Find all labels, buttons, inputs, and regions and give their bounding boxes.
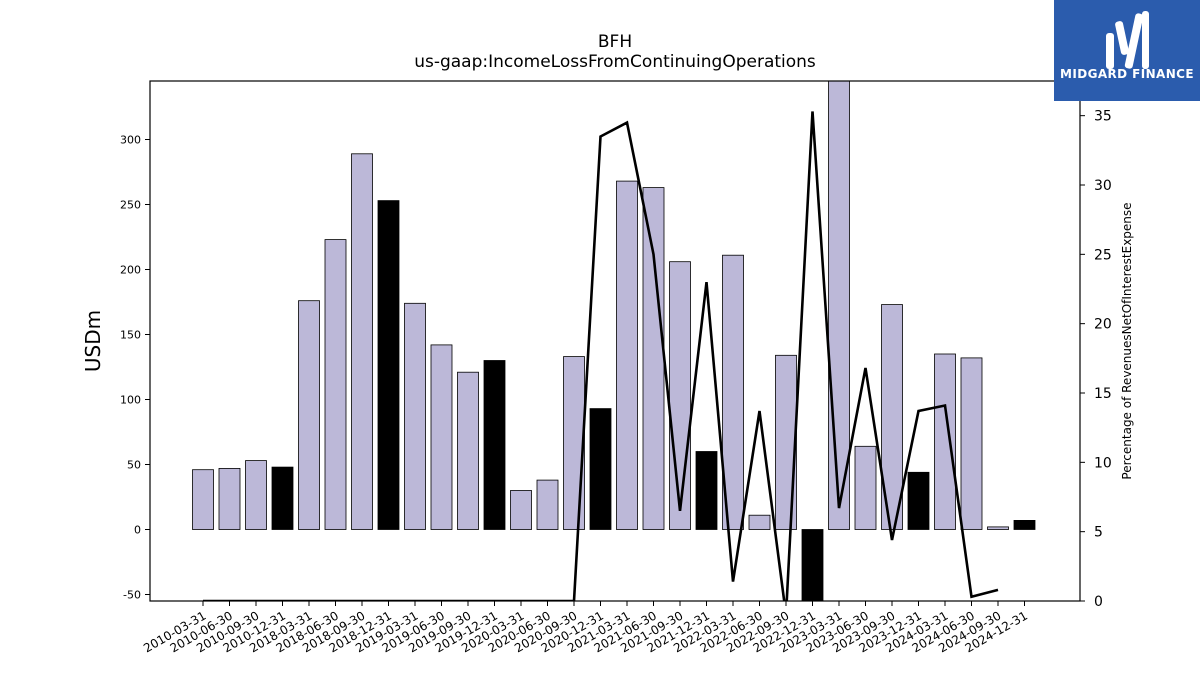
y2-tick-label: 5: [1094, 525, 1103, 541]
y-tick-label: 100: [120, 394, 141, 407]
bar-2022-06-30: [748, 514, 771, 530]
bar-2022-09-30: [775, 354, 797, 530]
y2-tick-label: 30: [1094, 178, 1112, 194]
bar-2020-09-30: [563, 356, 585, 530]
y2-tick-label: 10: [1094, 455, 1112, 471]
plot-frame: [149, 80, 1081, 602]
bar-2020-12-31: [589, 408, 612, 530]
bar-2018-06-30: [324, 239, 347, 530]
bar-2024-06-30: [960, 357, 983, 530]
bar-2010-09-30: [245, 460, 267, 530]
bar-series: [192, 81, 1036, 601]
percentage-line: [203, 111, 999, 601]
bar-2022-12-31: [801, 529, 824, 601]
bar-2024-12-31: [1013, 520, 1036, 530]
y2-tick-label: 0: [1094, 594, 1103, 610]
bar-2019-06-30: [430, 344, 453, 530]
x-axis: 2010-03-312010-06-302010-09-302010-12-31…: [141, 601, 1030, 655]
bar-2024-09-30: [987, 526, 1009, 530]
bar-2021-03-31: [616, 180, 638, 530]
y2-tick-label: 20: [1094, 317, 1112, 333]
bar-2018-12-31: [377, 200, 400, 530]
bar-2023-12-31: [907, 471, 930, 530]
bar-2023-09-30: [881, 304, 903, 530]
midgard-logo-icon: [1106, 11, 1149, 69]
bar-2023-06-30: [854, 445, 877, 530]
bar-2020-03-31: [510, 490, 532, 530]
bar-2010-12-31: [271, 466, 294, 530]
y-tick-label: 300: [120, 134, 141, 147]
logo-text: MIDGARD FINANCE: [1060, 67, 1194, 81]
bar-2022-03-31: [722, 254, 744, 530]
bar-2024-03-31: [934, 353, 956, 530]
y2-tick-label: 35: [1094, 109, 1112, 125]
y2-tick-label: 15: [1094, 386, 1112, 402]
y-tick-label: 50: [127, 459, 141, 472]
bar-2019-12-31: [483, 360, 506, 530]
y-tick-label: 200: [120, 264, 141, 277]
y-tick-label: 250: [120, 199, 141, 212]
y-tick-label: 0: [134, 524, 141, 537]
bar-2018-09-30: [351, 153, 373, 530]
bar-2010-03-31: [192, 469, 214, 530]
bar-2019-03-31: [404, 302, 426, 530]
chart-subtitle: us-gaap:IncomeLossFromContinuingOperatio…: [414, 52, 816, 72]
y-axis-label: USDm: [81, 310, 105, 372]
y2-axis-label: Percentage of RevenuesNetOfInterestExpen…: [1120, 202, 1134, 479]
bar-2023-03-31: [828, 81, 850, 530]
y-axis-right: 0 5 10 15 20 25 30 35: [1080, 109, 1112, 610]
bar-2018-03-31: [298, 300, 320, 530]
line-series: [203, 111, 999, 601]
bar-2019-09-30: [457, 371, 479, 530]
chart-title: BFH: [597, 32, 633, 52]
bar-2021-12-31: [695, 451, 718, 530]
bar-2010-06-30: [218, 467, 241, 530]
y-axis-left: -50 0 50 100 150 200 250 300: [120, 134, 150, 602]
bar-2021-09-30: [669, 261, 691, 530]
bar-2020-06-30: [536, 479, 559, 530]
y2-tick-label: 25: [1094, 247, 1112, 263]
y-tick-label: 150: [120, 329, 141, 342]
y-tick-label: -50: [123, 589, 141, 602]
bar-2021-06-30: [642, 187, 665, 530]
midgard-finance-logo: MIDGARD FINANCE: [1054, 0, 1200, 101]
